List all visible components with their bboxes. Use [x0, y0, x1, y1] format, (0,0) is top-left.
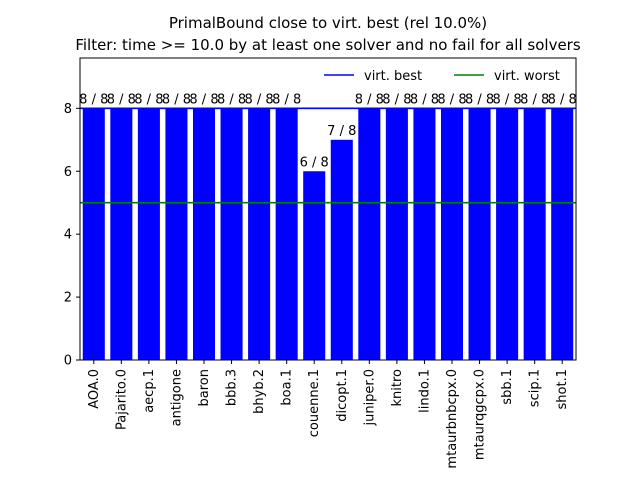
bar-juniper.0 [358, 108, 381, 360]
data-label-shot.1: 8 / 8 [548, 92, 577, 107]
data-label-antigone: 8 / 8 [162, 92, 191, 107]
y-tick-label-0: 0 [64, 354, 72, 369]
x-tick-label-aecp.1: aecp.1 [142, 369, 157, 413]
x-tick-label-bhyb.2: bhyb.2 [252, 369, 267, 414]
bar-aecp.1 [137, 108, 160, 360]
bar-shot.1 [551, 108, 574, 360]
bar-couenne.1 [303, 171, 326, 360]
bar-sbb.1 [496, 108, 519, 360]
bar-baron [192, 108, 216, 360]
bar-scip.1 [523, 108, 546, 360]
x-tick-label-sbb.1: sbb.1 [500, 369, 515, 405]
legend-label-0: virt. best [364, 69, 422, 84]
data-label-Pajarito.0: 8 / 8 [107, 92, 136, 107]
data-label-dicopt.1: 7 / 8 [327, 124, 356, 139]
bar-Pajarito.0 [110, 108, 133, 360]
y-tick-label-4: 4 [64, 228, 72, 243]
y-tick-label-2: 2 [64, 291, 72, 306]
bar-bhyb.2 [248, 108, 271, 360]
data-label-bbb.3: 8 / 8 [217, 92, 246, 107]
data-label-lindo.1: 8 / 8 [410, 92, 439, 107]
data-label-sbb.1: 8 / 8 [493, 92, 522, 107]
data-label-AOA.0: 8 / 8 [79, 92, 108, 107]
x-tick-label-Pajarito.0: Pajarito.0 [114, 369, 129, 430]
data-label-juniper.0: 8 / 8 [355, 92, 384, 107]
bar-antigone [165, 108, 188, 360]
x-tick-label-knitro: knitro [390, 369, 405, 407]
legend: virt. best virt. worst [324, 69, 560, 84]
x-tick-label-scip.1: scip.1 [528, 369, 543, 407]
x-tick-label-juniper.0: juniper.0 [362, 369, 377, 427]
bars-group [82, 108, 574, 360]
y-axis: 0 2 4 6 8 [64, 102, 80, 369]
chart-subtitle: Filter: time >= 10.0 by at least one sol… [75, 36, 581, 54]
data-label-mtaurbnbcpx.0: 8 / 8 [437, 92, 466, 107]
x-tick-label-mtaurqgcpx.0: mtaurqgcpx.0 [473, 369, 488, 460]
data-label-knitro: 8 / 8 [382, 92, 411, 107]
x-tick-label-shot.1: shot.1 [555, 369, 570, 409]
x-tick-label-antigone: antigone [169, 369, 184, 426]
x-tick-label-dicopt.1: dicopt.1 [335, 369, 350, 422]
y-tick-label-6: 6 [64, 165, 72, 180]
bar-mtaurbnbcpx.0 [440, 108, 464, 360]
data-label-baron: 8 / 8 [189, 92, 218, 107]
x-tick-label-bbb.3: bbb.3 [225, 369, 240, 406]
bar-AOA.0 [82, 108, 105, 360]
y-tick-label-8: 8 [64, 102, 72, 117]
x-axis: AOA.0 Pajarito.0 aecp.1 antigone baron bbb.3 b… [87, 360, 570, 469]
bar-knitro [385, 108, 408, 360]
reference-lines-group [80, 107, 576, 204]
chart-title: PrimalBound close to virt. best (rel 10.… [169, 14, 487, 32]
data-label-couenne.1: 6 / 8 [300, 155, 329, 170]
x-tick-label-mtaurbnbcpx.0: mtaurbnbcpx.0 [445, 369, 460, 469]
bar-dicopt.1 [330, 139, 353, 360]
data-label-mtaurqgcpx.0: 8 / 8 [465, 92, 494, 107]
data-labels-group: 8 / 88 / 88 / 88 / 88 / 88 / 88 / 88 / 8… [79, 92, 577, 170]
x-tick-label-lindo.1: lindo.1 [417, 369, 432, 413]
data-label-bhyb.2: 8 / 8 [245, 92, 274, 107]
x-tick-label-couenne.1: couenne.1 [307, 369, 322, 437]
x-tick-label-baron: baron [197, 369, 212, 406]
plot-frame [79, 57, 577, 361]
bar-lindo.1 [413, 108, 436, 360]
bar-mtaurqgcpx.0 [468, 108, 491, 360]
x-tick-label-boa.1: boa.1 [280, 369, 295, 406]
bar-boa.1 [275, 108, 298, 360]
data-label-scip.1: 8 / 8 [520, 92, 549, 107]
bar-bbb.3 [220, 108, 243, 360]
legend-label-1: virt. worst [494, 69, 560, 84]
x-tick-label-AOA.0: AOA.0 [87, 369, 102, 409]
data-label-boa.1: 8 / 8 [272, 92, 301, 107]
data-label-aecp.1: 8 / 8 [134, 92, 163, 107]
